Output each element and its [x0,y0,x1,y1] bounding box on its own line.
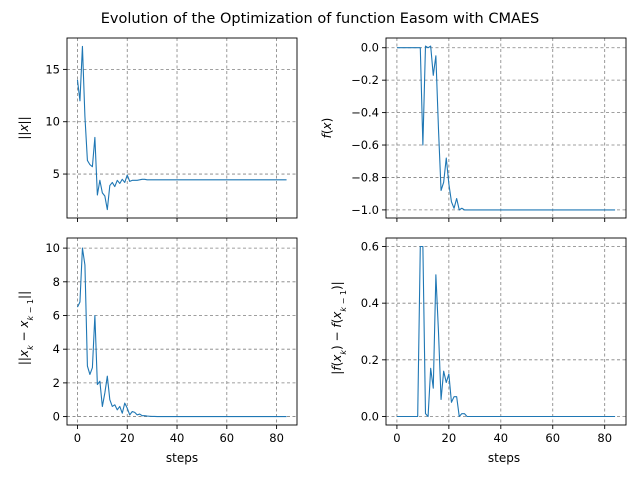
plot-area-f-diff: 0 20 40 60 80 0.0 0.2 0.4 0.6 [361,237,627,445]
y-tick-label: −0.2 [351,73,379,87]
y-tick-label: 8 [53,275,60,289]
axes-frame [66,237,298,426]
y-tick-label: −0.8 [351,170,379,184]
plot-area-norm-x: 5 10 15 [45,37,298,222]
xlabel-steps-right: steps [488,451,520,465]
x-tick-label: 20 [120,431,135,445]
y-tick-label: 10 [45,115,60,129]
x-tick-label: 80 [597,431,612,445]
x-tick-label: 0 [74,431,81,445]
y-tick-label: 2 [53,376,60,390]
y-tick-label: 0 [53,410,60,424]
y-tick-label: −0.6 [351,138,379,152]
y-tick-label: 6 [53,308,60,322]
y-tick-label: 15 [45,62,60,76]
y-tick-label: 0.0 [361,410,379,424]
series-line-step-norm [76,247,287,418]
x-tick-label: 20 [442,431,457,445]
x-tick-label: 40 [493,431,508,445]
axes-frame [66,37,298,219]
xlabel-steps-left: steps [166,451,198,465]
y-tick-label: 4 [53,342,60,356]
axes-frame [385,237,627,426]
y-tick-label: −0.4 [351,106,379,120]
y-tick-label: −1.0 [351,203,379,217]
chart-f-x: f(x) [320,118,334,139]
series-line-f-x [396,45,616,211]
series-line-norm-x [76,45,287,211]
y-tick-label: 0.6 [361,240,379,254]
x-tick-label: 60 [219,431,234,445]
y-tick-label: 0.4 [361,296,379,310]
ylabel-f-x: f(x) [320,118,334,139]
y-tick-label: 0.0 [361,41,379,55]
plot-area-f-x: 0.0 −0.2 −0.4 −0.6 −0.8 −1.0 [351,37,627,222]
y-tick-label: 5 [53,167,60,181]
ylabel-norm-x: ||x|| [17,116,31,139]
x-tick-label: 40 [170,431,185,445]
y-tick-label: 0.2 [361,353,379,367]
series-line-f-diff [396,245,616,418]
x-tick-label: 60 [545,431,560,445]
x-tick-label: 80 [269,431,284,445]
plot-area-step-norm: 0 20 40 60 80 0 2 4 6 8 10 [45,237,298,445]
axes-frame [385,37,627,219]
x-tick-label: 0 [393,431,400,445]
chart-norm-x: ||x|| [17,116,31,139]
figure-title: Evolution of the Optimization of functio… [101,11,540,27]
y-tick-label: 10 [45,241,60,255]
